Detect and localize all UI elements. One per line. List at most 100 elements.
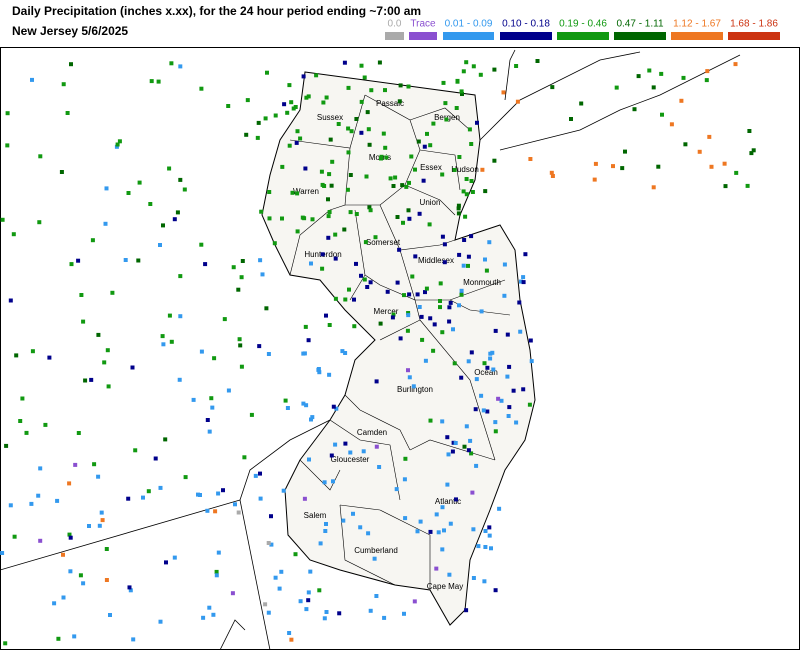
station (485, 365, 490, 370)
station (459, 89, 464, 94)
station (523, 252, 528, 257)
station (733, 62, 738, 67)
station (328, 137, 333, 142)
station (697, 149, 702, 154)
station (420, 337, 425, 342)
legend-swatch (443, 32, 494, 40)
station (230, 591, 235, 596)
station (421, 178, 426, 183)
station (402, 611, 406, 616)
station (378, 321, 383, 326)
station (347, 287, 351, 292)
station (183, 475, 188, 480)
station (441, 80, 446, 85)
station (747, 129, 752, 133)
county-label: Middlesex (418, 256, 454, 265)
station (367, 205, 372, 210)
station (96, 332, 101, 337)
station (456, 203, 461, 208)
station (406, 208, 411, 213)
station (707, 134, 712, 139)
legend-label: Trace (410, 19, 436, 30)
station (452, 361, 457, 366)
station (87, 524, 91, 528)
station (104, 547, 109, 551)
station (295, 229, 300, 234)
station (431, 348, 436, 353)
station (466, 263, 470, 268)
station (212, 356, 217, 361)
station (351, 511, 355, 516)
county-label: Cumberland (354, 546, 398, 555)
station (76, 258, 81, 263)
station (303, 324, 308, 329)
legend-swatch (728, 32, 780, 40)
station (521, 387, 526, 392)
station (191, 397, 196, 402)
station (330, 159, 335, 164)
county-label: Camden (357, 428, 387, 437)
station (402, 477, 407, 482)
station (167, 313, 172, 318)
station (178, 177, 183, 182)
station (294, 140, 299, 145)
station (266, 352, 271, 356)
station (417, 211, 422, 216)
station (364, 174, 369, 179)
legend-label: 1.68 - 1.86 (730, 19, 778, 30)
station (384, 155, 389, 160)
station (214, 573, 219, 578)
station (79, 293, 84, 297)
county-label: Cape May (427, 582, 463, 591)
station (480, 167, 485, 172)
station (464, 192, 469, 197)
station (253, 473, 258, 478)
station (324, 313, 328, 318)
station (245, 98, 250, 103)
title: Daily Precipitation (inches x.xx), for t… (12, 4, 421, 18)
station (267, 190, 272, 194)
station (236, 510, 241, 515)
station (105, 348, 110, 353)
station (445, 435, 450, 440)
station (359, 99, 364, 104)
station (473, 407, 478, 412)
station (287, 143, 292, 148)
station (447, 572, 452, 577)
station (240, 259, 245, 263)
station (199, 349, 204, 354)
station (390, 315, 395, 320)
station (43, 422, 48, 427)
station (365, 285, 370, 289)
station (448, 521, 453, 526)
station (211, 612, 216, 617)
station (327, 172, 332, 177)
station (324, 522, 328, 526)
station (348, 210, 353, 215)
county-label: Sussex (317, 113, 343, 122)
station (289, 637, 294, 642)
station (326, 235, 331, 240)
station (11, 232, 16, 237)
station (451, 440, 456, 445)
station (462, 444, 467, 449)
county-label: Warren (293, 187, 319, 196)
station (382, 615, 387, 620)
station (258, 496, 263, 501)
station (549, 170, 554, 175)
station (406, 368, 410, 373)
station (428, 418, 433, 423)
station (362, 277, 367, 282)
station (320, 266, 325, 271)
station (257, 344, 262, 349)
station (277, 586, 282, 591)
station (388, 176, 393, 181)
station (391, 312, 396, 317)
station (359, 63, 364, 68)
station (405, 328, 410, 333)
station (97, 523, 102, 528)
station (266, 610, 271, 615)
station (343, 351, 348, 355)
station (153, 456, 158, 461)
